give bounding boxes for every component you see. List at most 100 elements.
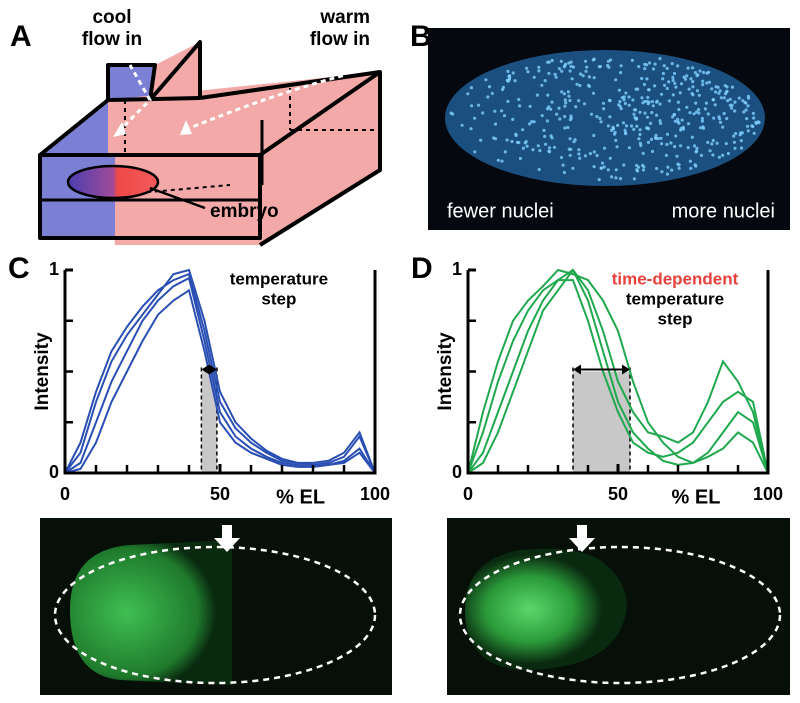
nucleus bbox=[599, 166, 603, 170]
cool-flow-label: flow in bbox=[82, 29, 142, 50]
nucleus bbox=[543, 79, 547, 83]
nucleus bbox=[693, 144, 697, 148]
nucleus bbox=[620, 96, 624, 100]
nucleus bbox=[574, 105, 578, 109]
nucleus bbox=[493, 137, 498, 141]
nucleus bbox=[650, 111, 654, 115]
nucleus bbox=[562, 65, 566, 69]
nucleus bbox=[660, 170, 664, 174]
nucleus bbox=[659, 136, 663, 140]
nucleus bbox=[617, 103, 621, 107]
nucleus bbox=[728, 97, 732, 101]
nucleus bbox=[654, 133, 658, 137]
nucleus bbox=[532, 120, 536, 124]
nucleus bbox=[646, 95, 650, 99]
nucleus bbox=[737, 96, 741, 100]
nucleus bbox=[645, 115, 650, 119]
nucleus bbox=[698, 69, 702, 73]
nucleus bbox=[545, 107, 550, 111]
nucleus bbox=[592, 133, 596, 138]
nucleus bbox=[490, 91, 494, 95]
nucleus bbox=[608, 156, 612, 160]
nucleus bbox=[578, 72, 583, 76]
nucleus bbox=[701, 70, 706, 75]
nucleus bbox=[714, 90, 718, 94]
nucleus bbox=[598, 116, 602, 120]
nucleus bbox=[638, 110, 642, 114]
nucleus bbox=[643, 111, 647, 115]
nucleus bbox=[532, 75, 536, 79]
nucleus bbox=[733, 109, 737, 113]
nucleus bbox=[687, 87, 691, 91]
nucleus bbox=[658, 57, 662, 61]
nucleus bbox=[725, 85, 729, 89]
nucleus bbox=[665, 172, 670, 176]
nucleus bbox=[689, 77, 693, 81]
nucleus bbox=[667, 99, 672, 103]
nucleus bbox=[460, 123, 464, 127]
nucleus bbox=[717, 91, 721, 95]
nucleus bbox=[711, 153, 715, 157]
nucleus bbox=[677, 121, 681, 125]
nucleus bbox=[696, 73, 700, 77]
data-line bbox=[467, 268, 769, 474]
nucleus bbox=[563, 126, 567, 130]
nucleus bbox=[661, 77, 665, 81]
nucleus bbox=[746, 94, 751, 98]
nucleus bbox=[588, 152, 593, 156]
x-axis-label: % EL bbox=[276, 486, 325, 508]
nucleus bbox=[631, 98, 635, 102]
nucleus bbox=[595, 153, 599, 158]
nucleus bbox=[718, 89, 722, 93]
nucleus bbox=[746, 129, 750, 133]
nucleus bbox=[592, 76, 596, 80]
nucleus bbox=[722, 111, 726, 116]
nucleus bbox=[614, 138, 618, 142]
annotation: step bbox=[658, 309, 693, 328]
nucleus bbox=[670, 168, 674, 172]
nucleus bbox=[505, 138, 509, 142]
nucleus bbox=[699, 126, 703, 130]
nucleus bbox=[597, 65, 601, 69]
nucleus bbox=[711, 138, 715, 143]
nucleus bbox=[500, 109, 504, 113]
panel-label: B bbox=[410, 20, 432, 53]
nucleus bbox=[563, 98, 567, 102]
nucleus bbox=[577, 152, 581, 156]
nucleus bbox=[627, 95, 631, 99]
nucleus bbox=[647, 61, 652, 65]
nucleus bbox=[487, 85, 492, 89]
panel-label: D bbox=[411, 252, 433, 285]
nucleus bbox=[550, 58, 554, 63]
nucleus bbox=[542, 128, 546, 132]
nucleus bbox=[690, 91, 694, 96]
nucleus bbox=[665, 66, 669, 70]
nucleus bbox=[613, 130, 617, 135]
nucleus bbox=[751, 124, 755, 129]
nucleus bbox=[659, 121, 663, 125]
nucleus bbox=[568, 118, 573, 122]
nucleus bbox=[632, 127, 636, 131]
panel-label: C bbox=[8, 252, 30, 285]
nucleus bbox=[655, 99, 659, 103]
data-line bbox=[467, 279, 769, 474]
nucleus bbox=[662, 64, 666, 68]
nucleus bbox=[722, 96, 726, 100]
nucleus bbox=[704, 101, 709, 105]
nucleus bbox=[513, 79, 517, 83]
nucleus bbox=[718, 120, 723, 124]
nucleus bbox=[693, 71, 698, 75]
nucleus bbox=[717, 155, 721, 159]
nucleus bbox=[525, 66, 529, 70]
nucleus bbox=[600, 161, 605, 165]
nucleus bbox=[686, 146, 690, 150]
nucleus bbox=[562, 92, 567, 96]
x-tick-label: 50 bbox=[608, 484, 628, 504]
nucleus bbox=[544, 142, 548, 146]
nucleus bbox=[702, 126, 706, 130]
nucleus bbox=[643, 99, 647, 104]
nucleus bbox=[630, 58, 635, 63]
nucleus bbox=[650, 149, 655, 153]
nucleus bbox=[537, 65, 541, 69]
nucleus bbox=[706, 112, 710, 116]
